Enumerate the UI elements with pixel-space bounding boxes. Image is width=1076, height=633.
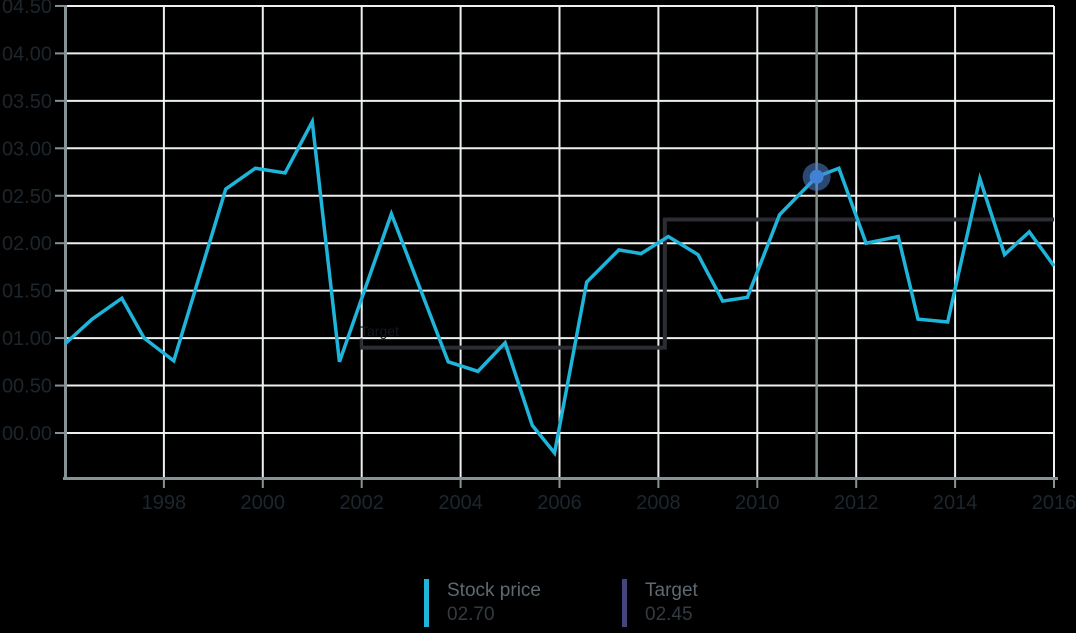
y-label-02.00: 02.00 <box>2 233 52 255</box>
x-label-2016: 2016 <box>1032 492 1076 514</box>
gridlines <box>66 4 1055 477</box>
y-label-02.50: 02.50 <box>2 186 52 208</box>
axes <box>55 4 1058 488</box>
legend-value-stock-price: 02.70 <box>447 604 495 625</box>
y-label-00.00: 00.00 <box>2 423 52 445</box>
x-label-1998: 1998 <box>142 492 187 514</box>
x-axis-labels: 1998 2000 2002 2004 2006 2008 2010 2012 2014 2016 <box>142 492 1076 514</box>
y-label-03.50: 03.50 <box>2 91 52 113</box>
trend-line-label: Target <box>360 323 399 339</box>
x-label-2014: 2014 <box>933 492 978 514</box>
y-label-04.50: 04.50 <box>2 0 52 18</box>
x-label-2004: 2004 <box>438 492 483 514</box>
legend-swatch-stock-price <box>424 579 429 627</box>
x-label-2006: 2006 <box>537 492 582 514</box>
legend-label-target: Target <box>645 580 698 601</box>
x-label-2012: 2012 <box>834 492 879 514</box>
stock-price-line <box>63 115 1056 457</box>
y-label-04.00: 04.00 <box>2 43 52 65</box>
y-label-01.50: 01.50 <box>2 281 52 303</box>
legend-label-stock-price: Stock price <box>447 580 541 601</box>
legend: Stock price 02.70 Target 02.45 <box>0 579 1076 633</box>
y-axis-labels: 00.00 00.50 01.00 01.50 02.00 02.50 03.00 03.50… <box>2 0 52 445</box>
legend-item-target[interactable]: Target 02.45 <box>622 579 698 627</box>
bullet-dot <box>809 169 824 184</box>
y-label-00.50: 00.50 <box>2 376 52 398</box>
legend-item-stock-price[interactable]: Stock price 02.70 <box>424 579 541 627</box>
target-trend-line <box>359 217 1054 350</box>
x-label-2010: 2010 <box>735 492 780 514</box>
chart-plot-area[interactable]: 00.00 00.50 01.00 01.50 02.00 02.50 03.00 03.50… <box>0 0 1076 560</box>
stock-price-path <box>63 115 1056 457</box>
x-label-2008: 2008 <box>636 492 681 514</box>
selected-point-bullet[interactable] <box>802 162 831 191</box>
x-label-2000: 2000 <box>241 492 286 514</box>
target-line <box>360 217 1054 350</box>
y-label-03.00: 03.00 <box>2 138 52 160</box>
legend-value-target: 02.45 <box>645 604 693 625</box>
y-label-01.00: 01.00 <box>2 328 52 350</box>
x-label-2002: 2002 <box>339 492 384 514</box>
legend-swatch-target <box>622 579 627 627</box>
